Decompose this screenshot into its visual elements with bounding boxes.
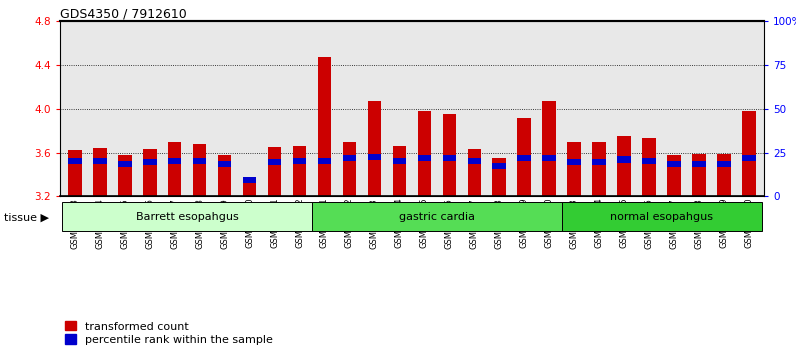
Bar <box>642 158 656 164</box>
Bar <box>618 136 631 196</box>
FancyBboxPatch shape <box>312 202 562 231</box>
Bar <box>542 101 556 196</box>
Bar <box>118 155 131 196</box>
Bar <box>693 161 706 167</box>
Bar <box>193 158 206 164</box>
Text: tissue ▶: tissue ▶ <box>4 213 49 223</box>
Bar <box>717 161 731 167</box>
Bar <box>517 118 531 196</box>
Bar <box>68 158 81 164</box>
Bar <box>368 154 381 160</box>
Bar <box>342 142 357 196</box>
Bar <box>568 159 581 165</box>
Bar <box>568 142 581 196</box>
Bar <box>618 156 631 162</box>
Bar <box>418 155 431 161</box>
Bar <box>318 57 331 196</box>
Bar <box>443 114 456 196</box>
Bar <box>642 138 656 196</box>
Bar <box>267 147 282 196</box>
Bar <box>592 142 607 196</box>
Bar <box>517 155 531 161</box>
Bar <box>243 177 256 183</box>
Bar <box>142 159 157 165</box>
Bar <box>193 144 206 196</box>
Bar <box>392 146 406 196</box>
FancyBboxPatch shape <box>562 202 762 231</box>
Bar <box>542 155 556 161</box>
Text: gastric cardia: gastric cardia <box>399 212 475 222</box>
Text: Barrett esopahgus: Barrett esopahgus <box>136 212 239 222</box>
Bar <box>93 148 107 196</box>
Bar <box>68 150 81 196</box>
Bar <box>168 142 181 196</box>
Bar <box>118 161 131 167</box>
Bar <box>368 101 381 196</box>
Bar <box>743 111 756 196</box>
Bar <box>743 155 756 161</box>
Legend: transformed count, percentile rank within the sample: transformed count, percentile rank withi… <box>65 321 273 345</box>
Bar <box>293 158 306 164</box>
Bar <box>142 149 157 196</box>
Bar <box>217 155 232 196</box>
Bar <box>493 158 506 196</box>
Bar <box>293 146 306 196</box>
Bar <box>217 161 232 167</box>
Bar <box>592 159 607 165</box>
Text: normal esopahgus: normal esopahgus <box>611 212 713 222</box>
Text: GDS4350 / 7912610: GDS4350 / 7912610 <box>60 7 186 20</box>
Bar <box>667 161 681 167</box>
Bar <box>93 158 107 164</box>
Bar <box>493 163 506 169</box>
Bar <box>667 155 681 196</box>
Bar <box>467 149 482 196</box>
Bar <box>443 155 456 161</box>
Bar <box>717 154 731 196</box>
FancyBboxPatch shape <box>62 202 312 231</box>
Bar <box>418 111 431 196</box>
Bar <box>342 155 357 161</box>
Bar <box>467 158 482 164</box>
Bar <box>693 154 706 196</box>
Bar <box>267 159 282 165</box>
Bar <box>243 182 256 196</box>
Bar <box>392 158 406 164</box>
Bar <box>318 158 331 164</box>
Bar <box>168 158 181 164</box>
